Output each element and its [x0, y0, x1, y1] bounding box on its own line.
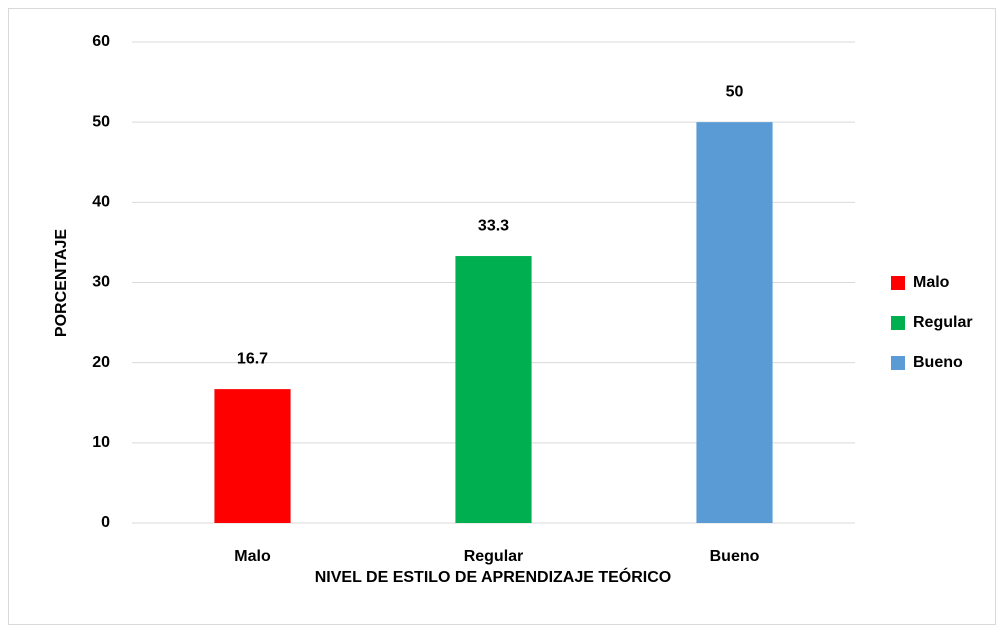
y-tick-label: 30 [92, 274, 110, 291]
legend-swatch [891, 316, 905, 330]
data-label: 33.3 [478, 217, 509, 234]
legend-label: Bueno [913, 354, 963, 371]
y-tick-label: 10 [92, 434, 110, 451]
x-tick-label: Regular [464, 548, 524, 565]
y-tick-label: 0 [101, 514, 110, 531]
x-axis-label: NIVEL DE ESTILO DE APRENDIZAJE TEÓRICO [315, 567, 672, 586]
y-tick-label: 50 [92, 113, 110, 130]
x-tick-label: Malo [234, 548, 271, 565]
y-axis-label: PORCENTAJE [53, 229, 70, 337]
y-tick-label: 60 [92, 33, 110, 50]
legend-swatch [891, 356, 905, 370]
x-tick-label: Bueno [710, 548, 760, 565]
data-label: 50 [726, 83, 744, 100]
bar [455, 256, 532, 523]
legend-swatch [891, 276, 905, 290]
legend-label: Regular [913, 314, 973, 331]
data-label: 16.7 [237, 350, 268, 367]
legend-label: Malo [913, 274, 950, 291]
y-tick-label: 40 [92, 194, 110, 211]
bar [214, 389, 291, 523]
bar [696, 122, 773, 524]
y-tick-label: 20 [92, 354, 110, 371]
